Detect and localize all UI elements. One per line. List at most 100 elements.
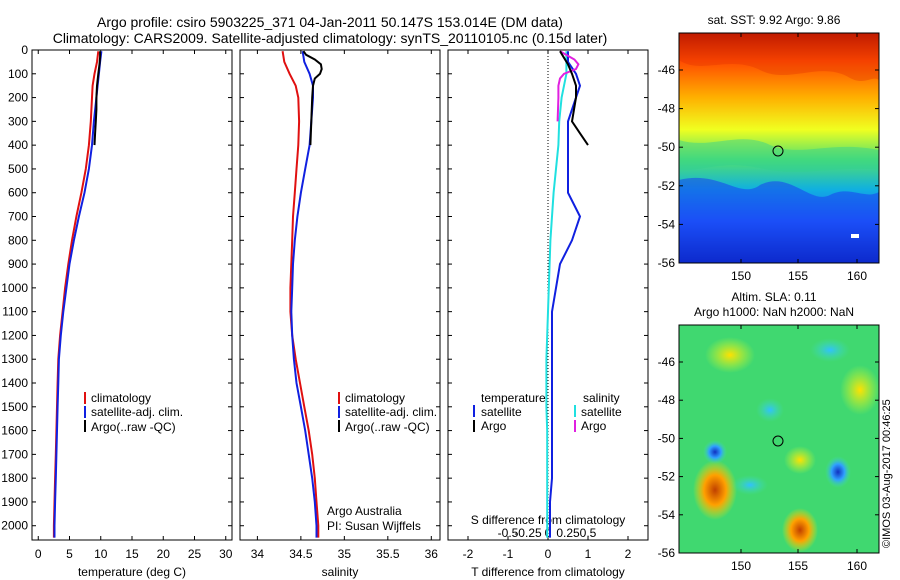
sla-anomaly-low (756, 398, 784, 422)
lat-tick-label: -56 (658, 546, 676, 560)
legend-climatology-label: climatology (91, 391, 151, 405)
lon-tick-label: 155 (788, 269, 808, 283)
temperature-panel: 0100200300400500600700800900100011001200… (1, 43, 232, 579)
legend-temp-satellite-label: satellite (481, 405, 522, 419)
sla-anomaly-low (703, 440, 727, 464)
credit-line1: Argo Australia (327, 504, 402, 518)
x-tick-label: -1 (503, 547, 514, 561)
sla-anomaly-high (840, 365, 879, 415)
lat-tick-label: -50 (658, 140, 676, 154)
sst-land-mark (851, 234, 859, 238)
y-tick-label: 1500 (1, 400, 28, 414)
lon-tick-label: 160 (847, 269, 867, 283)
y-tick-label: 1800 (1, 471, 28, 485)
sla-anomaly-high (782, 508, 818, 552)
figure-title-line1: Argo profile: csiro 5903225_371 04-Jan-2… (97, 14, 563, 30)
lon-tick-label: 155 (788, 559, 808, 573)
y-tick-label: 2000 (1, 519, 28, 533)
lat-tick-label: -48 (658, 393, 676, 407)
legend-sal-satellite-label: satellite (581, 405, 622, 419)
lat-tick-label: -46 (658, 355, 676, 369)
sst-map-title: sat. SST: 9.92 Argo: 9.86 (708, 13, 841, 27)
sla-anomaly-low (810, 338, 850, 362)
y-tick-label: 1200 (1, 328, 28, 342)
y-tick-label: 400 (8, 138, 28, 152)
plot-frame (239, 49, 441, 541)
y-tick-label: 1400 (1, 376, 28, 390)
sst-cold-intrusion (679, 177, 879, 263)
sst-map-axes: -46 -48 -50 -52 -54 -56 150 155 160 (658, 33, 879, 283)
x-tick-label: 2 (625, 547, 632, 561)
temperature-legend: climatology satellite-adj. clim. Argo(..… (84, 391, 183, 434)
difference-legend: temperature salinity satellite Argo sate… (473, 391, 622, 433)
legend-temp-argo-label: Argo (481, 419, 507, 433)
x-axis-title: salinity (322, 565, 359, 579)
sst-warm-intrusion (679, 33, 879, 82)
sla-map-frame (678, 324, 880, 554)
sla-map-axes: -46 -48 -50 -52 -54 -56 150 155 160 (658, 325, 879, 573)
sla-map-title-line1: Altim. SLA: 0.11 (731, 290, 816, 304)
y-tick-label: 300 (8, 114, 28, 128)
y-tick-label: 500 (8, 162, 28, 176)
legend-satellite-label: satellite-adj. clim. (345, 405, 437, 419)
x-tick-label: 0 (545, 547, 552, 561)
salinity-legend: climatology satellite-adj. clim. Argo(..… (338, 391, 437, 434)
figure-title-line2: Climatology: CARS2009. Satellite-adjuste… (53, 30, 608, 46)
y-tick-label: 100 (8, 67, 28, 81)
sla-anomaly-high (784, 446, 816, 474)
x-tick-label-salinity: -0.25 (514, 526, 542, 540)
plot-frame (31, 49, 233, 541)
legend-salinity-heading: salinity (583, 391, 620, 405)
series-argo-line (93, 51, 102, 146)
x-tick-label-salinity: 0.5 (580, 526, 597, 540)
y-tick-label: 1600 (1, 424, 28, 438)
x-tick-label: 35 (338, 547, 352, 561)
y-tick-label: 1300 (1, 352, 28, 366)
lon-tick-label: 160 (847, 559, 867, 573)
y-tick-label: 1100 (2, 305, 28, 319)
x-tick-label-salinity: 0.25 (556, 526, 580, 540)
sla-anomaly-high (705, 337, 755, 373)
series-temperature-argo-line (559, 50, 589, 146)
x-axis-title: T difference from climatology (471, 565, 625, 579)
y-tick-label: 1000 (1, 281, 28, 295)
y-tick-label: 0 (21, 43, 28, 57)
legend-climatology-label: climatology (345, 391, 405, 405)
legend-argo-label: Argo(..raw -QC) (345, 420, 430, 434)
lat-tick-label: -52 (658, 179, 676, 193)
sla-map: Altim. SLA: 0.11 Argo h1000: NaN h2000: … (658, 290, 880, 573)
imos-timestamp: ©IMOS 03-Aug-2017 00:46:25 (881, 399, 893, 548)
sst-map: sat. SST: 9.92 Argo: 9.86 -46 -48 -50 -52 -5… (658, 13, 880, 283)
y-tick-label: 1700 (1, 447, 28, 461)
credit-line2: PI: Susan Wijffels (327, 519, 421, 533)
series-salinity-argo-line (556, 50, 580, 122)
series-argo-line (302, 50, 323, 146)
y-tick-label: 200 (8, 91, 28, 105)
sla-anomaly-high (693, 460, 737, 520)
sla-anomaly-low (825, 456, 851, 488)
lon-tick-label: 150 (731, 559, 751, 573)
x-tick-label: 30 (219, 547, 233, 561)
y-tick-label: 1900 (1, 495, 28, 509)
series-salinity-satellite-line (545, 51, 568, 538)
x-tick-label: 25 (188, 547, 202, 561)
y-tick-label: 700 (8, 210, 28, 224)
x-tick-label: 1 (585, 547, 592, 561)
lon-tick-label: 150 (731, 269, 751, 283)
y-tick-label: 900 (8, 257, 28, 271)
x-tick-label: -2 (463, 547, 474, 561)
sla-anomaly-low (732, 475, 768, 495)
legend-sal-argo-label: Argo (581, 419, 607, 433)
lat-tick-label: -48 (658, 102, 676, 116)
x-tick-label: 20 (157, 547, 171, 561)
sst-map-frame (678, 32, 880, 264)
x-tick-label: 36 (425, 547, 439, 561)
x-tick-label: 0 (35, 547, 42, 561)
lat-tick-label: -54 (658, 508, 676, 522)
y-tick-label: 800 (8, 233, 28, 247)
x-tick-label-salinity: -0.5 (498, 526, 519, 540)
x-tick-label: 34.5 (289, 547, 313, 561)
salinity-panel: 34 34.5 35 35.5 36 salinity (239, 49, 441, 579)
